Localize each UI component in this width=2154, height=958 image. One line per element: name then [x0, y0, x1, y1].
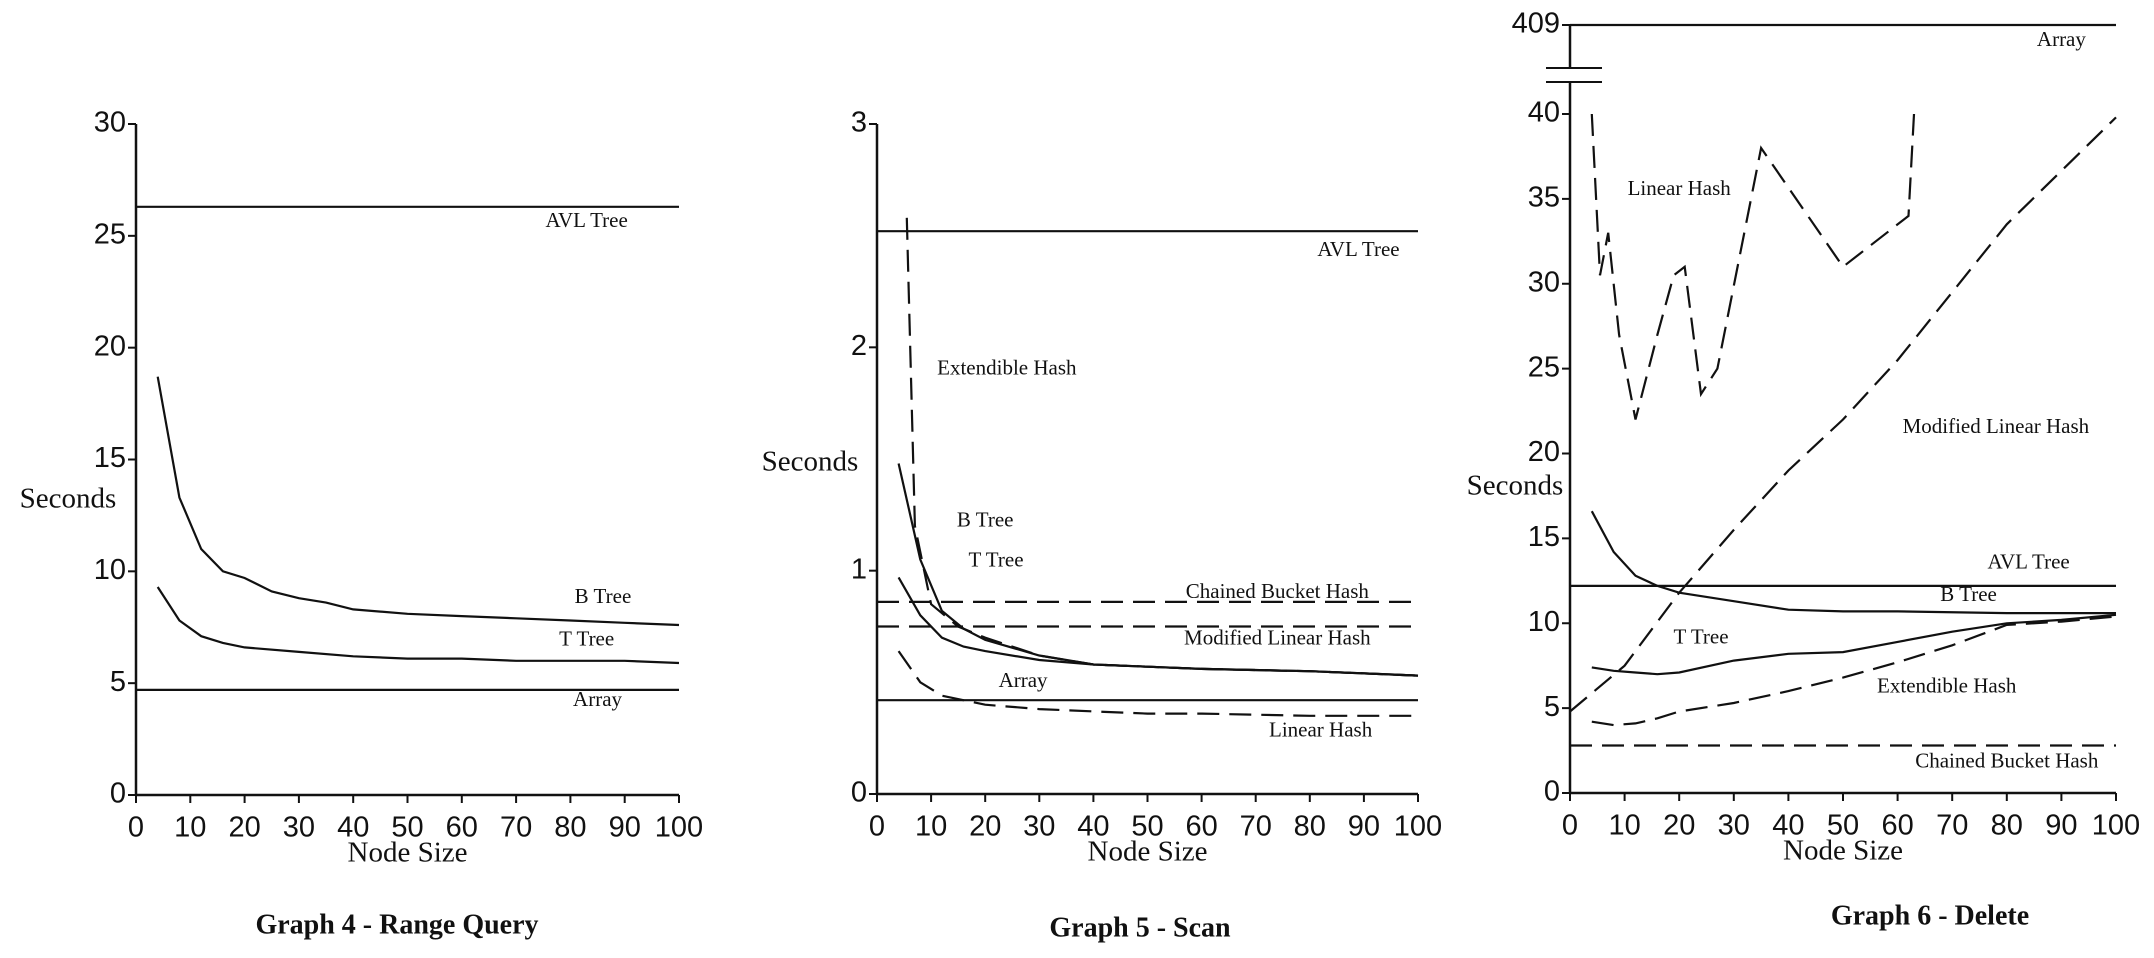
series-label: Extendible Hash — [937, 355, 1077, 379]
x-tick-label: 20 — [969, 811, 1001, 843]
y-tick-label: 0 — [1544, 776, 1560, 808]
y-tick-label: 20 — [94, 330, 126, 362]
x-tick-label: 100 — [2092, 810, 2140, 842]
x-tick-label: 40 — [1772, 810, 1804, 842]
chart-title: Graph 6 - Delete — [1831, 900, 2029, 931]
series-label: Array — [2037, 27, 2086, 51]
x-tick-label: 70 — [1936, 810, 1968, 842]
x-tick-label: 80 — [554, 812, 586, 844]
y-axis-label: Seconds — [1467, 470, 1564, 502]
x-tick-label: 10 — [915, 811, 947, 843]
y-tick-label: 10 — [94, 554, 126, 586]
y-tick-label: 5 — [110, 666, 126, 698]
series-label: Array — [573, 687, 622, 711]
x-tick-label: 30 — [1718, 810, 1750, 842]
chart-title: Graph 5 - Scan — [1049, 912, 1231, 943]
series-line — [156, 376, 680, 627]
series-line — [156, 586, 680, 665]
x-tick-label: 10 — [174, 812, 206, 844]
y-tick-label: 2 — [851, 330, 867, 362]
series-label: Modified Linear Hash — [1184, 626, 1371, 650]
x-axis-label: Node Size — [1783, 835, 1903, 867]
series-label: Chained Bucket Hash — [1186, 579, 1370, 603]
y-tick-label: 25 — [1528, 351, 1560, 383]
series-label: B Tree — [957, 507, 1014, 531]
x-axis-label: Node Size — [1088, 836, 1208, 868]
y-tick-label: 25 — [94, 218, 126, 250]
series-label: Extendible Hash — [1877, 674, 2017, 698]
y-tick-label: 10 — [1528, 606, 1560, 638]
series-label: AVL Tree — [1987, 550, 2069, 574]
y-tick-label: 409 — [1512, 8, 1560, 40]
series-label: B Tree — [575, 584, 632, 608]
series-label: T Tree — [968, 548, 1023, 572]
y-tick-label: 40 — [1528, 97, 1560, 129]
x-tick-label: 10 — [1608, 810, 1640, 842]
series-line — [1569, 116, 2117, 713]
x-tick-label: 0 — [128, 812, 144, 844]
x-tick-label: 50 — [1827, 810, 1859, 842]
series-line — [905, 217, 1419, 677]
series-line — [1590, 113, 1916, 420]
x-tick-label: 70 — [1240, 811, 1272, 843]
series-label: Chained Bucket Hash — [1915, 748, 2099, 772]
x-tick-label: 40 — [337, 812, 369, 844]
x-tick-label: 60 — [446, 812, 478, 844]
series-label: T Tree — [559, 626, 614, 650]
y-tick-label: 0 — [110, 778, 126, 810]
series-label: Modified Linear Hash — [1903, 414, 2090, 438]
x-tick-label: 30 — [283, 812, 315, 844]
y-tick-label: 1 — [851, 553, 867, 585]
y-tick-label: 3 — [851, 107, 867, 139]
x-tick-label: 90 — [2045, 810, 2077, 842]
y-tick-label: 30 — [94, 107, 126, 139]
series-line — [1591, 613, 2117, 676]
x-tick-label: 80 — [1294, 811, 1326, 843]
y-tick-label: 15 — [1528, 521, 1560, 553]
x-tick-label: 30 — [1023, 811, 1055, 843]
series-line — [897, 650, 1418, 717]
x-tick-label: 20 — [228, 812, 260, 844]
series-label: B Tree — [1940, 582, 1997, 606]
x-tick-label: 70 — [500, 812, 532, 844]
series-label: Linear Hash — [1628, 176, 1732, 200]
x-axis-label: Node Size — [348, 837, 468, 869]
x-tick-label: 80 — [1991, 810, 2023, 842]
y-axis-label: Seconds — [762, 446, 859, 478]
y-axis-label: Seconds — [20, 483, 117, 515]
x-tick-label: 50 — [1131, 811, 1163, 843]
y-tick-label: 30 — [1528, 266, 1560, 298]
x-tick-label: 90 — [1348, 811, 1380, 843]
x-tick-label: 20 — [1663, 810, 1695, 842]
y-tick-label: 35 — [1528, 182, 1560, 214]
x-tick-label: 60 — [1881, 810, 1913, 842]
series-line — [1591, 615, 2117, 727]
x-tick-label: 100 — [655, 812, 703, 844]
series-label: T Tree — [1674, 624, 1729, 648]
series-label: AVL Tree — [1317, 237, 1399, 261]
chart-title: Graph 4 - Range Query — [255, 909, 538, 940]
y-tick-label: 5 — [1544, 691, 1560, 723]
series-label: Linear Hash — [1269, 717, 1373, 741]
x-tick-label: 40 — [1077, 811, 1109, 843]
series-line — [897, 576, 1419, 677]
x-tick-label: 100 — [1394, 811, 1442, 843]
series-label: Array — [999, 668, 1048, 692]
series-label: AVL Tree — [546, 208, 628, 232]
series-line — [1590, 510, 2116, 615]
y-tick-label: 20 — [1528, 436, 1560, 468]
x-tick-label: 90 — [609, 812, 641, 844]
x-tick-label: 50 — [391, 812, 423, 844]
x-tick-label: 60 — [1185, 811, 1217, 843]
x-tick-label: 0 — [869, 811, 885, 843]
x-tick-label: 0 — [1562, 810, 1578, 842]
y-tick-label: 0 — [851, 777, 867, 809]
y-tick-label: 15 — [94, 442, 126, 474]
